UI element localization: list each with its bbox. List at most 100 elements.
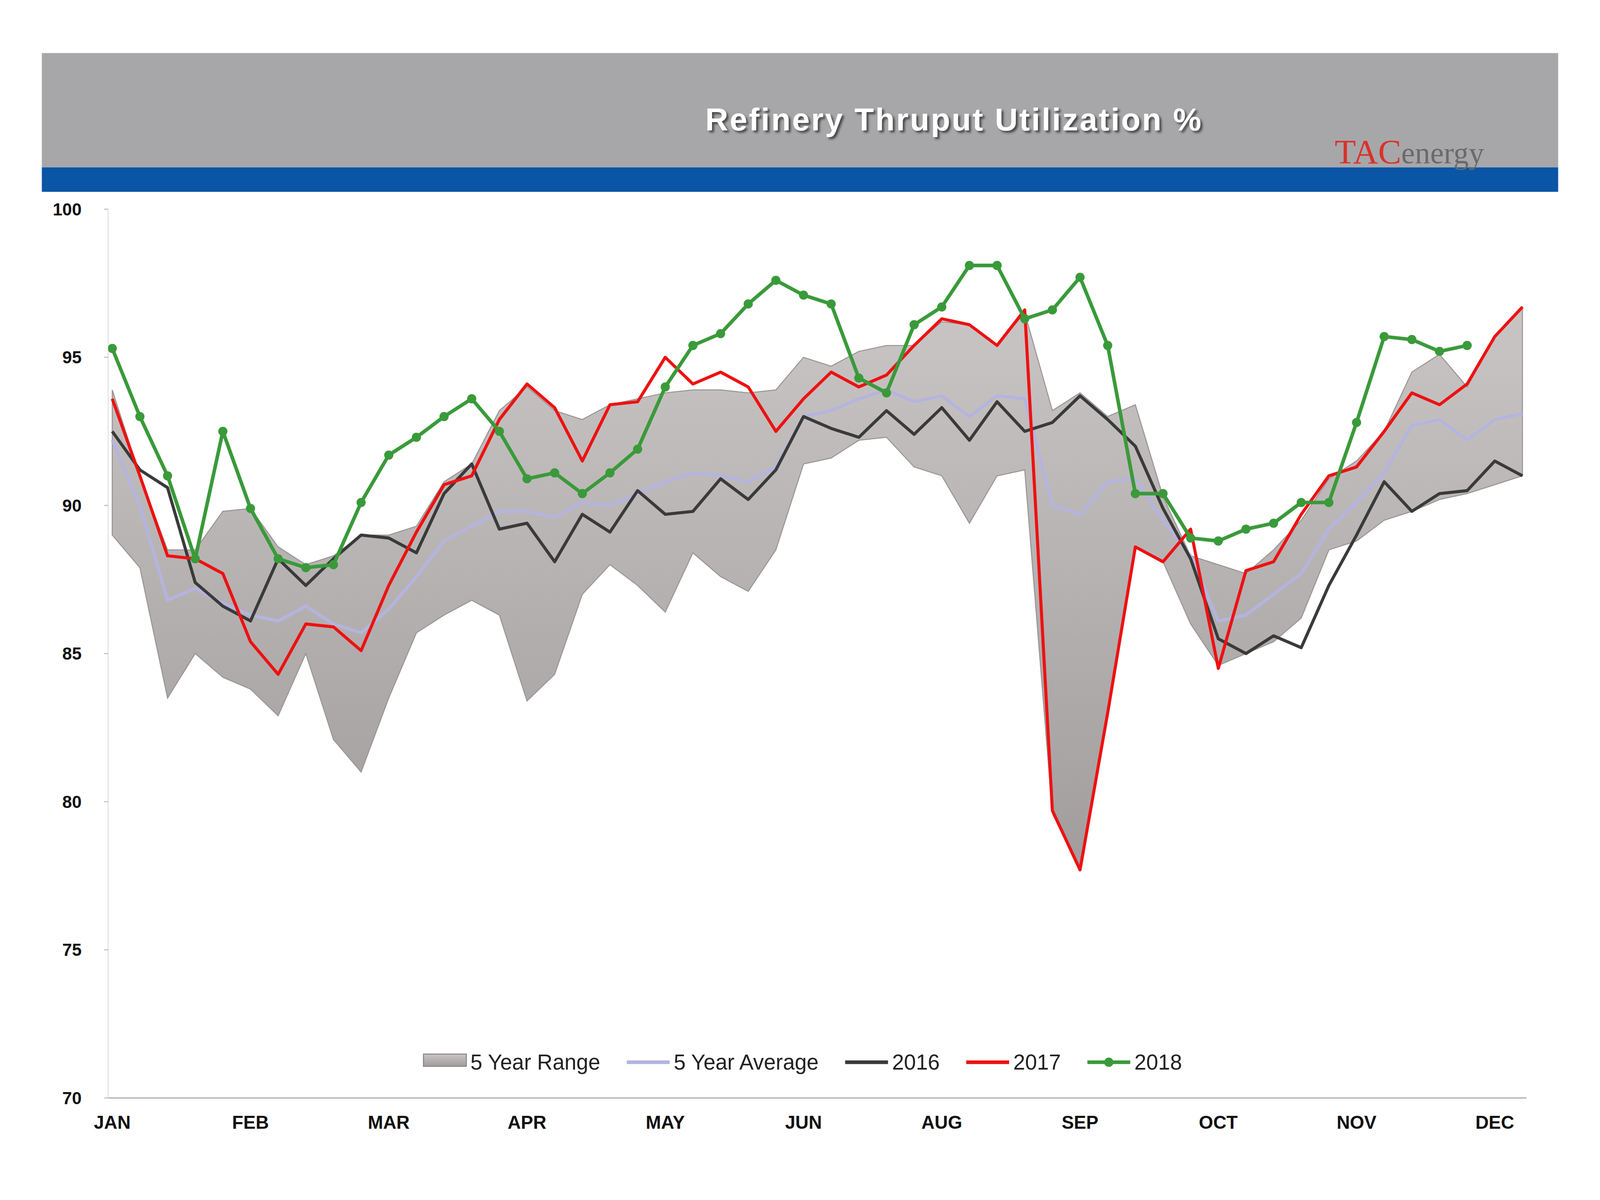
series-marker (522, 474, 532, 484)
x-tick-label: FEB (232, 1112, 269, 1133)
x-tick-label: AUG (921, 1112, 963, 1133)
logo: TACenergy (1334, 132, 1485, 171)
series-marker (1158, 489, 1168, 499)
legend-label: 2018 (1134, 1050, 1182, 1075)
series-marker (1213, 536, 1223, 546)
y-tick-label: 70 (62, 1088, 82, 1108)
x-tick-label: MAY (645, 1112, 685, 1133)
series-marker (1462, 340, 1472, 350)
header-band (41, 52, 1558, 168)
series-marker (798, 290, 808, 300)
series-marker (384, 450, 394, 460)
x-tick-label: APR (507, 1112, 547, 1133)
series-marker (439, 412, 449, 422)
series-marker (550, 468, 560, 478)
logo-part: energy (1401, 136, 1485, 170)
series-marker (328, 560, 338, 570)
series-marker (1047, 305, 1058, 315)
series-marker (245, 503, 255, 513)
series-marker (1324, 497, 1334, 508)
series-marker (218, 426, 228, 436)
series-marker (190, 554, 200, 564)
y-tick-label: 85 (62, 643, 82, 664)
series-marker (965, 260, 975, 270)
plot-area (108, 260, 1523, 870)
series-marker (1186, 533, 1196, 543)
range-band (112, 307, 1523, 870)
y-tick (104, 1097, 109, 1099)
legend-label: 2016 (892, 1050, 940, 1075)
series-marker (882, 388, 892, 398)
series-marker (632, 444, 643, 454)
x-tick-label: NOV (1336, 1112, 1377, 1133)
x-tick-label: OCT (1198, 1112, 1238, 1133)
series-marker (771, 275, 781, 285)
series-marker (467, 394, 477, 404)
y-tick (104, 208, 109, 210)
series-line (112, 395, 1523, 654)
series-marker (494, 426, 504, 436)
series-marker (356, 497, 366, 508)
series-marker (715, 329, 725, 339)
title: Refinery Thruput Utilization % (705, 101, 1203, 138)
legend-swatch (845, 1060, 888, 1065)
x-tick-label: MAR (367, 1112, 410, 1133)
y-tick-label: 90 (62, 495, 82, 516)
series-marker (826, 299, 836, 309)
legend-swatch (966, 1060, 1010, 1065)
series-line (112, 390, 1523, 633)
x-tick-label: JUN (785, 1112, 822, 1133)
series-marker (1435, 346, 1445, 356)
series-marker (1102, 340, 1113, 350)
series-marker (108, 343, 118, 353)
series-line (112, 307, 1523, 870)
series-marker (1020, 314, 1030, 324)
series-marker (1269, 518, 1279, 528)
series-line (112, 265, 1468, 568)
x-axis (108, 1097, 1527, 1099)
chart: Refinery Thruput Utilization % TACenergy 7… (0, 0, 1600, 1200)
series-marker (605, 468, 615, 478)
series-marker (1130, 489, 1140, 499)
series-marker (301, 562, 311, 573)
y-tick (104, 652, 109, 654)
legend-label: 5 Year Average (673, 1050, 819, 1075)
series-marker (1407, 335, 1417, 345)
header-stripe (41, 167, 1558, 193)
y-tick-label: 80 (62, 792, 82, 812)
series-marker (1241, 524, 1251, 534)
x-tick-label: DEC (1475, 1112, 1515, 1133)
y-tick (104, 505, 109, 506)
y-tick (104, 356, 109, 358)
series-marker (909, 320, 919, 330)
series-marker (854, 373, 864, 383)
legend-label: 5 Year Range (470, 1050, 601, 1075)
series-marker (660, 382, 670, 392)
series-marker (1075, 272, 1085, 283)
y-tick (104, 801, 109, 803)
series-marker (162, 471, 173, 481)
y-tick (104, 949, 109, 950)
series-marker (1352, 417, 1362, 428)
series-marker (937, 302, 947, 312)
legend-swatch (423, 1054, 467, 1067)
y-tick-label: 75 (62, 940, 82, 960)
series-marker (411, 432, 421, 443)
x-tick-label: JAN (93, 1112, 131, 1133)
x-tick-label: SEP (1061, 1112, 1099, 1133)
series-marker (135, 412, 145, 422)
series-marker (1379, 332, 1389, 342)
series-marker (577, 489, 588, 499)
legend-swatch (626, 1060, 670, 1065)
y-tick-label: 95 (62, 347, 82, 368)
series-marker (1296, 497, 1306, 508)
logo-part: TAC (1334, 132, 1402, 171)
y-tick-label: 100 (52, 199, 82, 220)
series-marker (992, 260, 1002, 270)
axes: 70 75 80 85 90 95 100 JAN FEB MAR APR MAY JUN AUG SEP O… (52, 199, 1527, 1133)
series-marker (743, 299, 753, 309)
legend-marker (1104, 1057, 1114, 1067)
legend: 5 Year Range 5 Year Average 2016 2017 2018 (423, 1050, 1182, 1075)
legend-label: 2017 (1013, 1050, 1061, 1075)
series-marker (273, 554, 283, 564)
